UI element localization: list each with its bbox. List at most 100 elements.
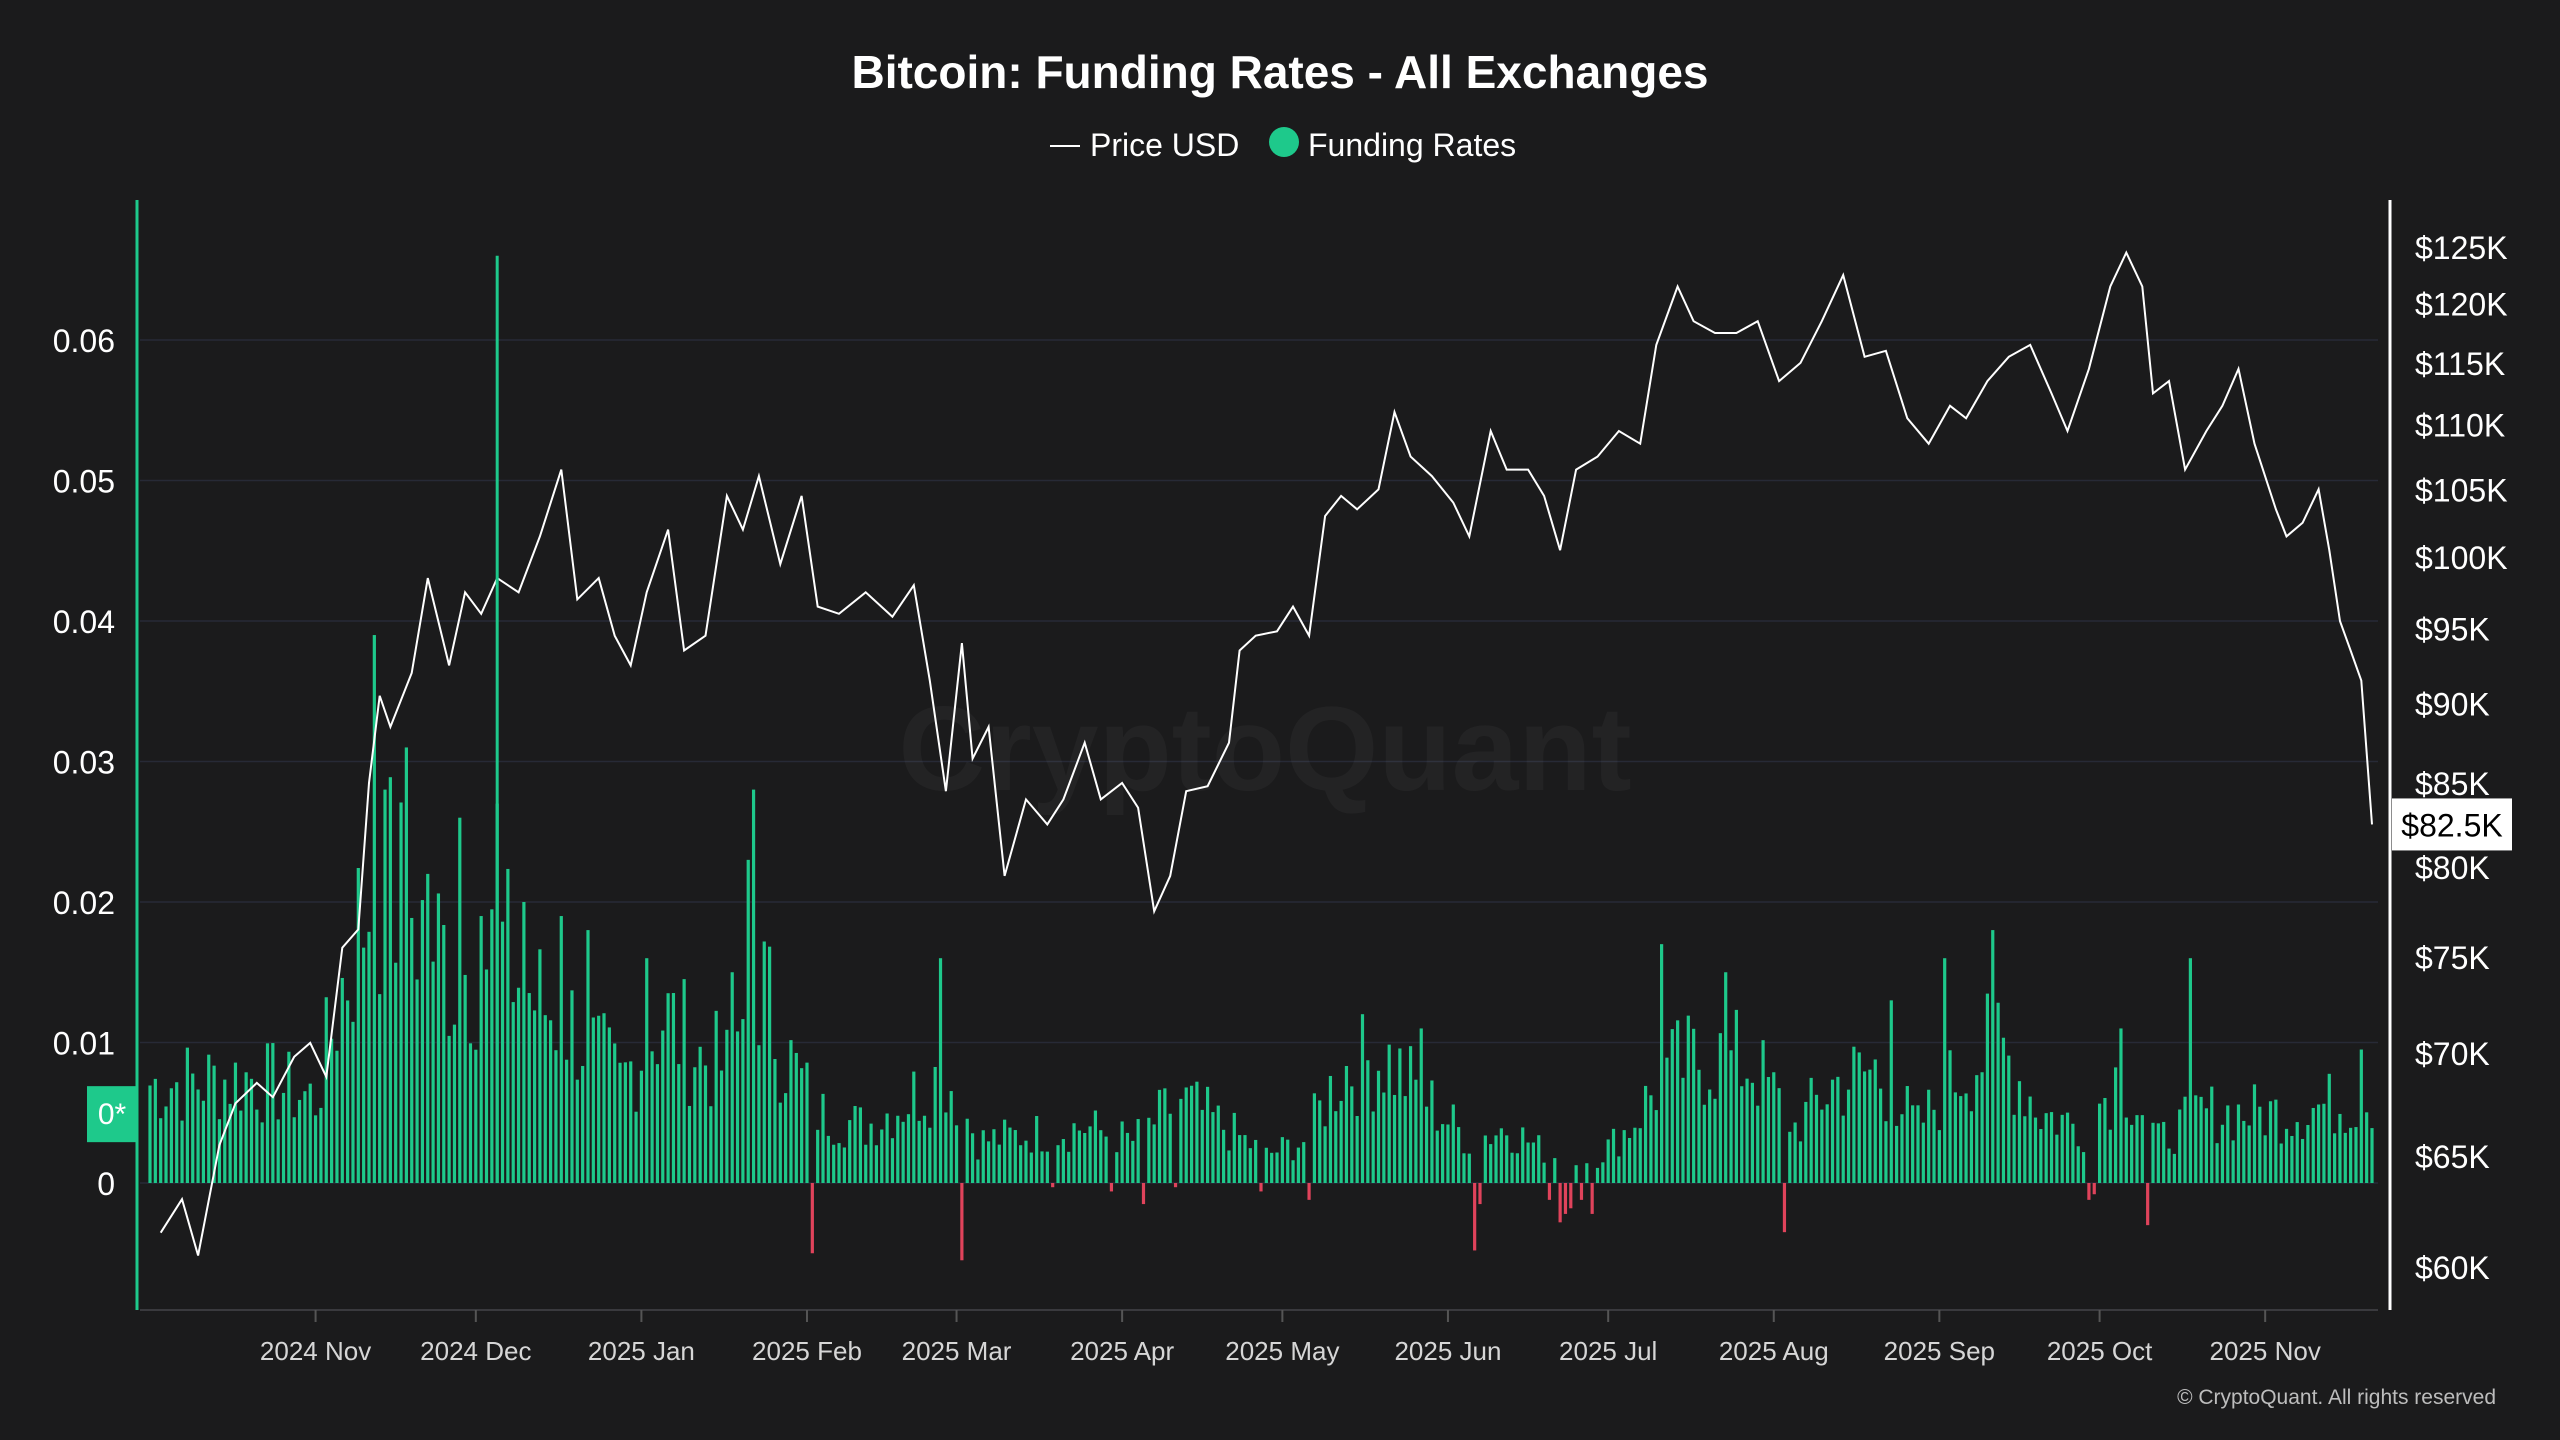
funding-bar [1590,1183,1594,1214]
funding-bar [1157,1089,1162,1183]
funding-bar [794,1052,798,1183]
funding-bar [1168,1113,1172,1183]
funding-bar [778,1102,782,1183]
funding-bar [1398,1048,1402,1183]
x-tick-label-10: 2025 Sep [1884,1336,1995,1366]
funding-bar [212,1065,216,1183]
funding-bar [2290,1135,2294,1183]
funding-bar [1120,1121,1124,1183]
right-tick-label-12: $65K [2415,1139,2490,1175]
funding-bar [1104,1136,1108,1183]
funding-bar [2097,1103,2102,1183]
funding-bar [297,1099,302,1183]
funding-bar [1900,1114,1904,1183]
funding-bar [1563,1183,1568,1214]
funding-bar [1008,1127,1012,1183]
legend-price-label[interactable]: Price USD [1090,127,1239,163]
funding-bar [1248,1148,1252,1183]
funding-bar [2092,1183,2096,1195]
funding-bar [1670,1029,1674,1183]
funding-bar [896,1115,900,1183]
funding-bar [1569,1183,1573,1209]
funding-bar [404,747,408,1183]
funding-bar [292,1117,296,1183]
funding-bar [2135,1115,2139,1183]
funding-bar [1232,1112,1236,1183]
x-axis-ticks: 2024 Nov 2024 Dec 2025 Jan 2025 Feb 2025 Mar… [260,1310,2321,1366]
legend-funding-label[interactable]: Funding Rates [1308,127,1516,163]
funding-bar [1296,1147,1300,1183]
right-axis-ticks: $125K $120K $115K $110K $105K $100K $95K $90K $8… [2415,230,2508,1286]
funding-bar [853,1106,857,1183]
funding-bar [2311,1107,2315,1183]
legend: Price USD Funding Rates [1050,127,1516,163]
funding-bar [565,1059,569,1183]
funding-bar [2306,1124,2310,1183]
funding-bar [468,1043,473,1183]
funding-bar [1756,1105,1760,1183]
funding-bar [543,1015,547,1183]
funding-bar [666,993,670,1183]
funding-bar [703,1065,708,1183]
funding-bar [367,931,371,1183]
funding-bar [591,1017,595,1183]
funding-bar [1841,1115,1845,1183]
funding-bar [1254,1139,1258,1183]
right-tick-label-5: $100K [2415,540,2508,576]
funding-bar [1830,1079,1835,1183]
funding-bar [185,1047,189,1183]
funding-bar [303,1091,307,1183]
funding-bar [714,1010,718,1183]
funding-bar [2343,1132,2347,1183]
funding-bar [1195,1081,1199,1183]
funding-bar [1141,1183,1146,1205]
funding-bar [1553,1158,1557,1183]
funding-bar [2231,1140,2235,1183]
funding-bar [1660,944,1664,1183]
funding-bar [549,1020,553,1183]
funding-bar [1125,1132,1130,1183]
funding-bar [1547,1183,1552,1200]
left-tick-label-3: 0.03 [53,745,115,781]
funding-bar [1654,1110,1658,1183]
right-tick-label-9: $80K [2415,850,2490,886]
funding-bar [1916,1105,1920,1183]
funding-bar [1056,1145,1060,1183]
funding-bar [1873,1059,1877,1183]
funding-bar [281,1092,286,1183]
funding-bar [1985,993,1990,1183]
funding-bar [1766,1077,1771,1183]
funding-bar [372,635,376,1183]
funding-bar [1814,1094,1819,1183]
x-tick-label-4: 2025 Mar [902,1336,1012,1366]
funding-bar [1745,1078,1749,1183]
funding-bar [474,1049,478,1183]
funding-bar [2162,1121,2166,1183]
price-usd-line [159,250,2373,1256]
funding-bar [1499,1128,1503,1183]
funding-bar [1782,1183,1787,1233]
funding-bar [2279,1143,2283,1183]
funding-bar [709,1106,713,1183]
funding-bar [1804,1101,1808,1183]
funding-bar [1334,1111,1338,1183]
funding-bar [848,1120,852,1183]
x-tick-label-5: 2025 Apr [1070,1336,1174,1366]
funding-bar [1093,1110,1098,1183]
funding-bar [255,1109,259,1183]
funding-bar [287,1051,291,1183]
current-price-background [2392,798,2512,851]
funding-bar [2220,1124,2225,1183]
funding-bar [1643,1085,1648,1183]
funding-bar [319,1107,323,1183]
funding-bar [1286,1139,1290,1183]
funding-bar [506,868,510,1183]
funding-bar [960,1183,964,1261]
funding-bar [447,1035,451,1183]
funding-bar [1408,1046,1413,1183]
funding-bar [1328,1075,1333,1183]
funding-bar [837,1143,841,1183]
funding-bar [479,916,483,1183]
funding-bar [1734,1009,1738,1183]
funding-bar [554,1050,558,1183]
